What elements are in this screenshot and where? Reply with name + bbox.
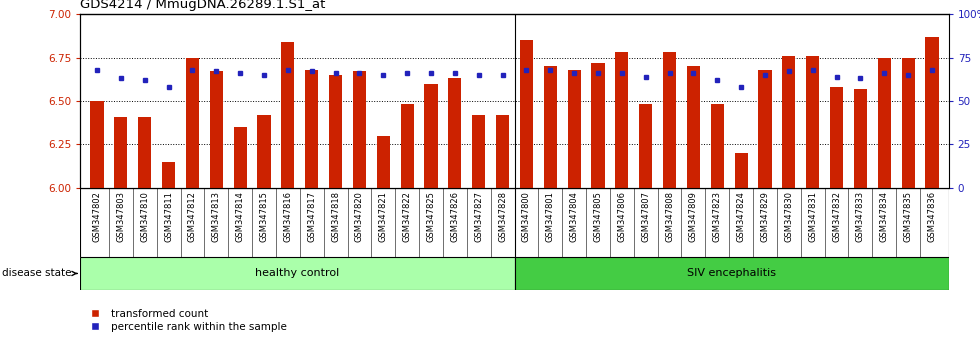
Bar <box>615 52 628 188</box>
Text: GSM347804: GSM347804 <box>569 191 578 242</box>
Text: GSM347821: GSM347821 <box>379 191 388 242</box>
Text: SIV encephalitis: SIV encephalitis <box>687 268 776 279</box>
Bar <box>353 72 366 188</box>
Text: GSM347800: GSM347800 <box>522 191 531 242</box>
FancyBboxPatch shape <box>514 257 949 290</box>
Bar <box>567 70 581 188</box>
Bar <box>186 58 199 188</box>
Text: GSM347805: GSM347805 <box>594 191 603 242</box>
Bar <box>305 70 318 188</box>
Bar <box>591 63 605 188</box>
Text: GSM347807: GSM347807 <box>641 191 650 242</box>
Bar <box>329 75 342 188</box>
Text: GSM347808: GSM347808 <box>665 191 674 242</box>
Bar <box>807 56 819 188</box>
Text: GSM347830: GSM347830 <box>784 191 794 242</box>
Bar <box>519 40 533 188</box>
Text: GSM347811: GSM347811 <box>164 191 173 242</box>
Text: GSM347809: GSM347809 <box>689 191 698 242</box>
Text: GSM347827: GSM347827 <box>474 191 483 242</box>
Text: GSM347813: GSM347813 <box>212 191 220 242</box>
Text: GSM347828: GSM347828 <box>498 191 507 242</box>
Text: GSM347814: GSM347814 <box>235 191 245 242</box>
Bar <box>639 104 653 188</box>
Text: GSM347823: GSM347823 <box>712 191 721 242</box>
FancyBboxPatch shape <box>80 257 514 290</box>
Text: GSM347802: GSM347802 <box>92 191 102 242</box>
Bar <box>854 89 867 188</box>
Text: GSM347829: GSM347829 <box>760 191 769 242</box>
Text: GSM347817: GSM347817 <box>308 191 317 242</box>
Bar <box>925 37 939 188</box>
Bar <box>902 58 914 188</box>
Text: healthy control: healthy control <box>256 268 339 279</box>
Bar <box>115 116 127 188</box>
Text: GSM347826: GSM347826 <box>451 191 460 242</box>
Bar <box>401 104 414 188</box>
Bar <box>233 127 247 188</box>
Bar <box>710 104 724 188</box>
Bar <box>496 115 510 188</box>
Text: GDS4214 / MmugDNA.26289.1.S1_at: GDS4214 / MmugDNA.26289.1.S1_at <box>80 0 325 11</box>
Bar <box>424 84 438 188</box>
Bar <box>878 58 891 188</box>
Bar <box>830 87 843 188</box>
Bar <box>735 153 748 188</box>
Text: GSM347801: GSM347801 <box>546 191 555 242</box>
Bar <box>90 101 104 188</box>
Text: GSM347815: GSM347815 <box>260 191 269 242</box>
Text: GSM347820: GSM347820 <box>355 191 364 242</box>
Text: GSM347831: GSM347831 <box>808 191 817 242</box>
Bar <box>544 66 557 188</box>
Text: GSM347825: GSM347825 <box>426 191 435 242</box>
Text: GSM347812: GSM347812 <box>188 191 197 242</box>
Bar <box>210 72 222 188</box>
Bar <box>472 115 485 188</box>
Bar <box>376 136 390 188</box>
Text: GSM347803: GSM347803 <box>117 191 125 242</box>
Text: GSM347832: GSM347832 <box>832 191 841 242</box>
Bar <box>759 70 771 188</box>
Text: GSM347834: GSM347834 <box>880 191 889 242</box>
Bar <box>162 161 175 188</box>
Bar <box>782 56 796 188</box>
Text: GSM347822: GSM347822 <box>403 191 412 242</box>
Text: GSM347806: GSM347806 <box>617 191 626 242</box>
Bar <box>687 66 700 188</box>
Text: GSM347824: GSM347824 <box>737 191 746 242</box>
Text: GSM347810: GSM347810 <box>140 191 149 242</box>
Bar <box>138 116 151 188</box>
Text: GSM347835: GSM347835 <box>904 191 912 242</box>
Text: GSM347833: GSM347833 <box>856 191 865 242</box>
Text: disease state: disease state <box>2 268 76 279</box>
Bar <box>281 42 294 188</box>
Text: GSM347836: GSM347836 <box>927 191 937 242</box>
Text: GSM347818: GSM347818 <box>331 191 340 242</box>
Bar <box>663 52 676 188</box>
Text: GSM347816: GSM347816 <box>283 191 292 242</box>
Legend: transformed count, percentile rank within the sample: transformed count, percentile rank withi… <box>80 304 291 336</box>
Bar <box>258 115 270 188</box>
Bar <box>448 78 462 188</box>
